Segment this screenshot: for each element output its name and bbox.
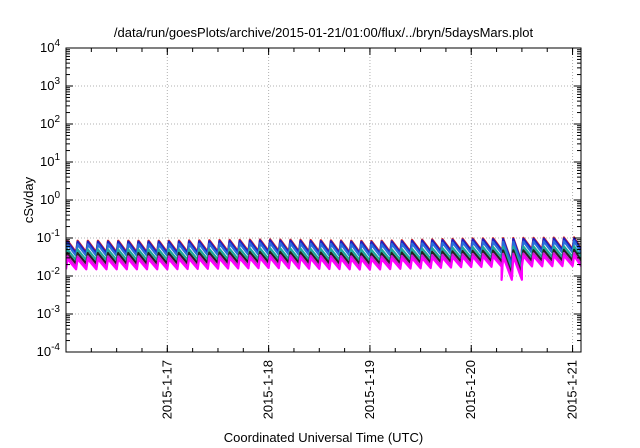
y-tick-label: 10-3 <box>37 304 61 321</box>
y-tick-label: 103 <box>40 76 60 93</box>
y-tick-label: 10-2 <box>37 266 61 283</box>
x-axis-label: Coordinated Universal Time (UTC) <box>224 430 423 445</box>
axis-ticks: 10-4 10-3 10-2 10-1 100 101 102 103 104 2015-1-17… <box>37 38 581 419</box>
x-tick-label: 2015-1-19 <box>362 360 377 419</box>
x-tick-label: 2015-1-21 <box>565 360 580 419</box>
y-tick-label: 101 <box>40 152 60 169</box>
y-tick-label: 10-4 <box>37 342 61 359</box>
y-axis-label: cSv/day <box>21 176 36 223</box>
series-line-7 <box>66 254 581 281</box>
data-series <box>66 236 581 281</box>
x-tick-label: 2015-1-20 <box>463 360 478 419</box>
x-tick-label: 2015-1-18 <box>261 360 276 419</box>
x-tick-label: 2015-1-17 <box>159 360 174 419</box>
grid-lines <box>66 48 581 352</box>
y-tick-label: 100 <box>40 190 60 207</box>
y-tick-label: 104 <box>40 38 60 55</box>
y-tick-label: 102 <box>40 114 60 131</box>
y-tick-label: 10-1 <box>37 228 61 245</box>
plot-area-frame <box>65 47 582 353</box>
chart-title: /data/run/goesPlots/archive/2015-01-21/0… <box>114 25 534 40</box>
